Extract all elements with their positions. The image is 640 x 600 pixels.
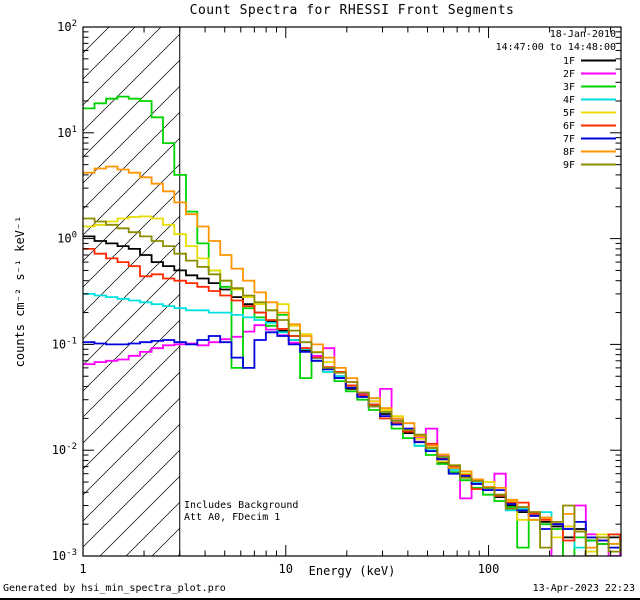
legend-label-9F: 9F bbox=[563, 160, 575, 171]
axis-ticks bbox=[82, 26, 621, 557]
y-axis-label: counts cm⁻² s⁻¹ keV⁻¹ bbox=[13, 216, 27, 368]
y-tick-label: 100 bbox=[57, 231, 77, 246]
y-tick-label: 10-3 bbox=[52, 548, 77, 563]
hatch-line bbox=[83, 33, 180, 132]
series-3F-line bbox=[83, 95, 621, 556]
x-axis-label: Energy (keV) bbox=[309, 564, 396, 578]
x-tick-label: 10 bbox=[279, 562, 293, 576]
note-includes-background: Includes Background bbox=[184, 500, 299, 511]
hatch-line bbox=[83, 163, 180, 262]
legend-label-3F: 3F bbox=[563, 82, 575, 93]
series-9F-line bbox=[83, 217, 621, 556]
chart-title: Count Spectra for RHESSI Front Segments bbox=[189, 3, 515, 18]
hatch-line bbox=[83, 293, 180, 392]
axis-tick-labels: 1 10 100 102 101 100 10-1 10-2 10-3 bbox=[52, 19, 500, 576]
legend: 1F 2F 3F 4F 5F 6F 7F 8F 9F bbox=[563, 56, 616, 171]
hatch-line bbox=[83, 267, 180, 366]
hatch-region bbox=[83, 27, 180, 556]
y-tick-label: 10-1 bbox=[52, 336, 77, 351]
hatch-line bbox=[83, 449, 180, 548]
hatch-line bbox=[125, 501, 180, 556]
hatch-line bbox=[83, 137, 180, 236]
footer-generator-text: Generated by hsi_min_spectra_plot.pro bbox=[3, 583, 226, 594]
hatch-line bbox=[151, 527, 180, 556]
legend-label-8F: 8F bbox=[563, 147, 575, 158]
series-6F-line bbox=[83, 248, 621, 544]
hatch-line bbox=[83, 85, 180, 184]
hatch-line bbox=[83, 345, 180, 444]
hatch-line bbox=[83, 423, 180, 522]
legend-label-5F: 5F bbox=[563, 108, 575, 119]
hatch-line bbox=[177, 553, 180, 556]
series-8F-line bbox=[83, 165, 621, 552]
footer-timestamp: 13-Apr-2023 22:23 bbox=[532, 583, 635, 594]
series-4F-line bbox=[83, 293, 621, 549]
hatch-line bbox=[83, 241, 180, 340]
hatch-line bbox=[83, 189, 180, 288]
series-lines bbox=[83, 95, 621, 556]
y-tick-label: 10-2 bbox=[52, 442, 77, 457]
y-tick-label: 102 bbox=[57, 19, 77, 34]
legend-time-range: 14:47:00 to 14:48:00 bbox=[495, 42, 616, 53]
y-tick-label: 101 bbox=[57, 125, 77, 140]
legend-label-7F: 7F bbox=[563, 134, 575, 145]
legend-date: 18-Jan-2010 bbox=[549, 29, 616, 40]
hatch-line bbox=[83, 371, 180, 470]
hatch-line bbox=[83, 397, 180, 496]
plot-border bbox=[82, 26, 622, 557]
hatch-line bbox=[83, 59, 180, 158]
x-tick-label: 100 bbox=[478, 562, 500, 576]
x-tick-label: 1 bbox=[79, 562, 86, 576]
legend-label-2F: 2F bbox=[563, 69, 575, 80]
legend-label-1F: 1F bbox=[563, 56, 575, 67]
hatch-line bbox=[83, 319, 180, 418]
hatch-line bbox=[83, 111, 180, 210]
note-attenuator-state: Att A0, FDecim 1 bbox=[184, 512, 281, 523]
legend-label-4F: 4F bbox=[563, 95, 575, 106]
window-bottom-border bbox=[0, 598, 640, 600]
legend-label-6F: 6F bbox=[563, 121, 575, 132]
hatch-line bbox=[83, 215, 180, 314]
